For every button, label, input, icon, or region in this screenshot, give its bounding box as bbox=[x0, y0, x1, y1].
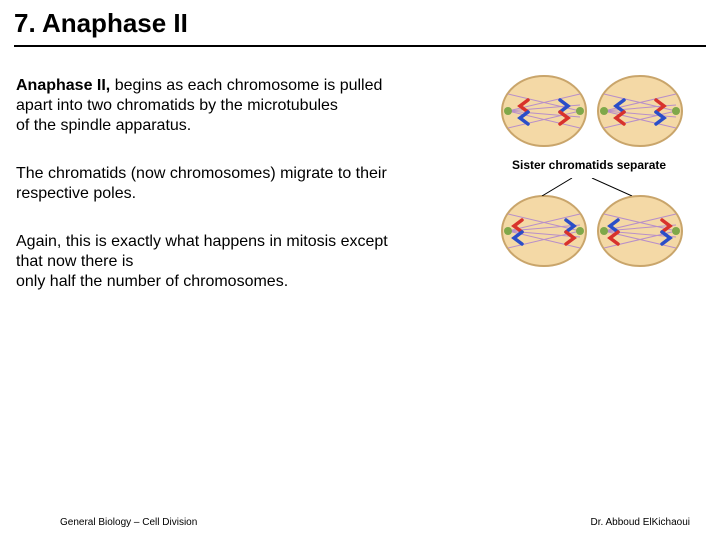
cell-icon bbox=[498, 192, 590, 270]
pointer-lines bbox=[492, 178, 692, 192]
cell-icon bbox=[594, 192, 686, 270]
paragraph-1-line2: of the spindle apparatus. bbox=[16, 117, 191, 134]
text-column: Anaphase II, begins as each chromosome i… bbox=[16, 76, 396, 320]
paragraph-2-text: The chromatids (now chromosomes) migrate… bbox=[16, 165, 387, 182]
paragraph-3-line2: only half the number of chromosomes. bbox=[16, 273, 288, 290]
figure-bottom-row bbox=[492, 192, 692, 270]
paragraph-3-text: Again, this is exactly what happens in m… bbox=[16, 233, 388, 270]
footer-left: General Biology – Cell Division bbox=[60, 517, 197, 528]
cell-icon bbox=[594, 72, 686, 150]
paragraph-2-line2: respective poles. bbox=[16, 185, 136, 202]
anaphase-figure: Sister chromatids separate bbox=[492, 72, 692, 270]
footer-right: Dr. Abboud ElKichaoui bbox=[590, 517, 690, 528]
figure-top-row bbox=[492, 72, 692, 150]
paragraph-2: The chromatids (now chromosomes) migrate… bbox=[16, 164, 396, 204]
paragraph-1: Anaphase II, begins as each chromosome i… bbox=[16, 76, 396, 136]
paragraph-1-lead: Anaphase II, bbox=[16, 77, 110, 94]
paragraph-3: Again, this is exactly what happens in m… bbox=[16, 232, 396, 292]
cell-icon bbox=[498, 72, 590, 150]
figure-caption: Sister chromatids separate bbox=[492, 158, 692, 172]
slide-title: 7. Anaphase II bbox=[14, 8, 706, 47]
